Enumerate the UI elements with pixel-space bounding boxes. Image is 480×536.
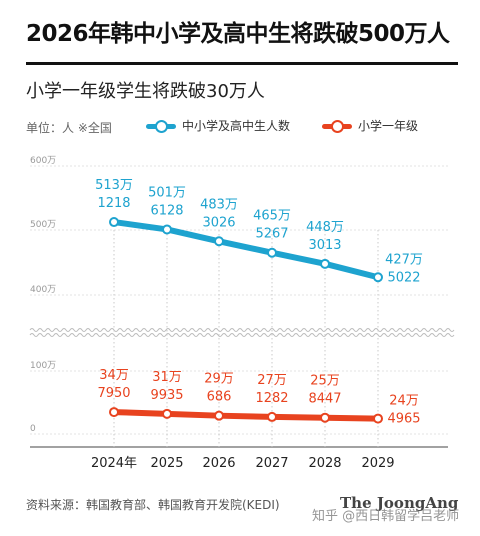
data-label-total: 5267 (255, 227, 288, 242)
x-tick-label: 2026 (202, 456, 235, 471)
legend-label-total: 中小学及高中生人数 (182, 119, 291, 133)
data-label-total: 483万 (200, 197, 238, 212)
data-point-first-grade (320, 412, 330, 423)
axis-break-line (29, 333, 455, 337)
data-label-first-grade: 9935 (150, 388, 183, 403)
unit-note: 单位：人 ※全国 (26, 121, 112, 135)
data-label-first-grade: 1282 (255, 391, 288, 406)
data-point-first-grade (109, 407, 119, 418)
data-label-total: 427万 (385, 252, 423, 267)
data-point-first-grade (162, 408, 172, 419)
data-point-first-grade (214, 410, 224, 421)
data-label-first-grade: 7950 (97, 386, 130, 401)
x-tick-label: 2025 (150, 456, 183, 471)
title-divider (26, 62, 458, 65)
y-tick-label: 500万 (30, 220, 56, 230)
x-tick-label: 2024年 (91, 456, 137, 471)
data-label-total: 501万 (148, 185, 186, 200)
data-label-total: 1218 (97, 196, 130, 211)
data-label-total: 513万 (95, 178, 133, 193)
data-label-total: 6128 (150, 203, 183, 218)
axis-break-line (29, 328, 455, 332)
y-tick-label: 600万 (30, 156, 56, 166)
source-note: 资料来源：韩国教育部、韩国教育开发院(KEDI) (26, 498, 280, 512)
y-tick-label: 400万 (30, 285, 56, 295)
data-point-total (267, 247, 277, 258)
data-label-first-grade: 29万 (204, 372, 234, 387)
data-point-total (162, 224, 172, 235)
data-point-first-grade (373, 413, 383, 424)
x-tick-label: 2029 (361, 456, 394, 471)
chart-title: 2026年韩中小学及高中生将跌破500万人 (26, 21, 450, 47)
data-label-first-grade: 24万 (389, 394, 419, 409)
series-line-first-grade (111, 409, 381, 422)
data-point-first-grade (267, 411, 277, 422)
data-label-first-grade: 31万 (152, 370, 182, 385)
data-point-total (373, 272, 383, 283)
watermark: 知乎 @西日韩留学吕老师 (312, 509, 460, 524)
data-label-first-grade: 27万 (257, 373, 287, 388)
data-label-first-grade: 8447 (308, 392, 341, 407)
legend-item-total: 中小学及高中生人数 (146, 117, 290, 134)
data-label-first-grade: 25万 (310, 374, 340, 389)
legend-item-first-grade: 小学一年级 (322, 117, 418, 134)
brand-logo: The JoongAng (340, 494, 459, 512)
series-line-total (111, 219, 381, 281)
data-point-total (320, 258, 330, 269)
data-point-total (214, 236, 224, 247)
data-point-total (109, 217, 119, 228)
data-label-total: 3026 (202, 215, 235, 230)
y-tick-label: 100万 (30, 361, 56, 371)
data-label-total: 448万 (306, 220, 344, 235)
y-tick-label: 0 (30, 424, 36, 434)
data-label-first-grade: 4965 (387, 412, 420, 427)
legend-label-first-grade: 小学一年级 (358, 119, 419, 133)
x-tick-label: 2028 (308, 456, 341, 471)
data-label-first-grade: 686 (207, 390, 232, 405)
data-label-total: 3013 (308, 238, 341, 253)
data-label-total: 465万 (253, 209, 291, 224)
legend-swatch-first-grade-icon (322, 118, 352, 134)
chart-subtitle: 小学一年级学生将跌破30万人 (26, 81, 265, 102)
data-label-total: 5022 (387, 270, 420, 285)
legend-swatch-total-icon (146, 118, 176, 134)
x-tick-label: 2027 (255, 456, 288, 471)
data-label-first-grade: 34万 (99, 368, 129, 383)
